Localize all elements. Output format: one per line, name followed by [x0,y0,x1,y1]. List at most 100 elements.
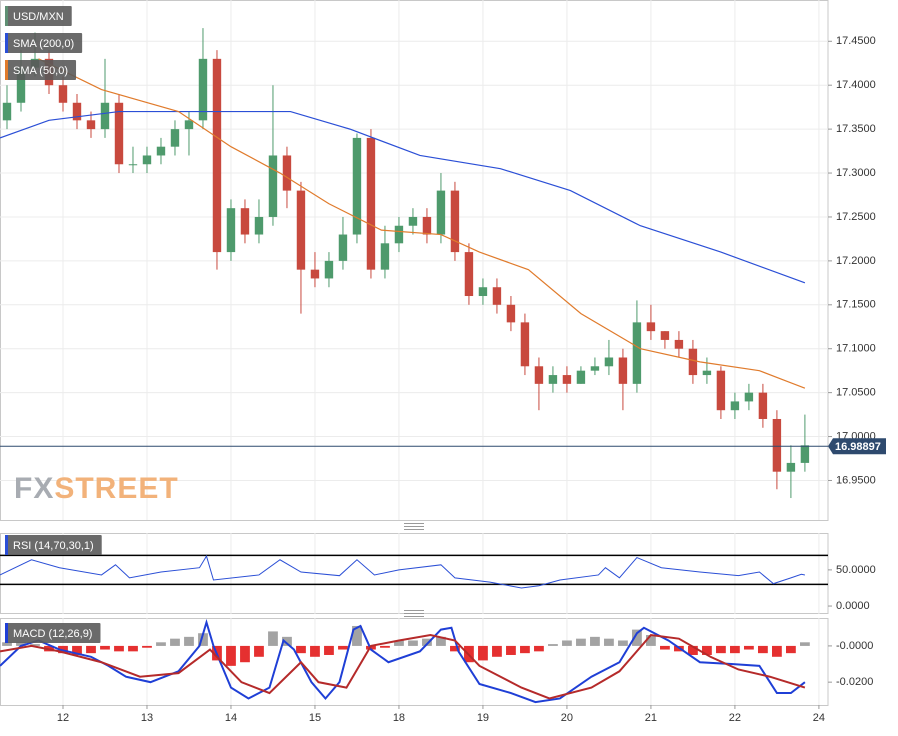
histogram-bar [548,644,558,646]
histogram-bar [744,645,754,650]
y-tick-label: 17.1000 [836,343,876,355]
macd-line [0,618,806,704]
candle-body [632,322,642,384]
histogram-bar [352,625,362,646]
histogram-bar [492,645,502,657]
candle-body [170,129,180,147]
panel-title-box [5,535,102,555]
y-tick-label: 16.9500 [836,474,876,486]
last-price-pointer [828,438,886,455]
histogram-bar [380,645,390,648]
histogram-bar [156,642,166,646]
x-tick-label: 12 [57,712,69,724]
histogram-bar [142,645,152,648]
legend-entry-group: SMA (50,0) [5,60,77,80]
candle-body [534,366,544,384]
candle-body [506,304,516,323]
chart-title: USD/MXN [13,11,64,23]
histogram-bar [604,638,614,646]
histogram-bar [688,645,698,655]
panel-title-group: MACD (12,26,9) [5,623,101,643]
histogram-bar [422,638,432,646]
candle-body [744,392,754,402]
candle-body [2,102,12,121]
histogram-bar [758,645,768,654]
candle-body [674,339,684,349]
candle-body [436,190,446,235]
marks-layer [0,28,828,704]
candle-body [394,225,404,244]
histogram-bar [534,645,544,652]
candle-body [72,102,82,121]
panel-title-box [5,623,101,643]
x-tick-label: 14 [225,712,237,724]
y-tick-label: 17.4000 [836,79,876,91]
histogram-bar [226,645,236,666]
histogram-bar [324,645,334,655]
macd-panel-frame [0,618,829,706]
y-tick-label: -0.0200 [836,676,873,688]
histogram-bar [450,645,460,652]
candle-body [688,348,698,376]
legend-entry-box [5,60,77,80]
candle-body [296,190,306,270]
histogram-bar [772,645,782,657]
histogram-bar [268,631,278,646]
histogram-bar [282,636,292,646]
candle-body [562,375,572,384]
grid-layer [0,0,832,709]
histogram-bar [436,636,446,646]
candle-body [548,375,558,384]
legend-entry-box [5,33,83,53]
y-tick-label: 17.3500 [836,123,876,135]
histogram-bar [198,633,208,646]
panel-grip [404,523,424,617]
y-tick-label: 17.2000 [836,255,876,267]
candle-body [310,269,320,279]
x-tick-label: 21 [645,712,657,724]
histogram-bar [184,636,194,646]
histogram-bar [520,645,530,654]
legend-entry: SMA (200,0) [13,38,74,50]
histogram-bar [716,645,726,654]
candle-body [576,370,586,384]
histogram-bar [394,640,404,646]
histogram-bar [786,645,796,654]
panel-title: RSI (14,70,30,1) [13,540,94,552]
candle-body [786,462,796,472]
candle-body [198,58,208,121]
histogram-bar [240,645,250,663]
candle-body [254,216,264,235]
candle-body [408,216,418,226]
rsi-line [0,554,806,589]
histogram-bar [86,645,96,654]
candle-body [758,392,768,419]
candle-body [282,155,292,191]
x-tick-label: 19 [477,712,489,724]
histogram-bar [478,645,488,661]
x-tick-label: 24 [813,712,825,724]
candle-body [100,102,110,130]
histogram-bar [590,636,600,646]
histogram-bar [114,645,124,652]
legend-entry: SMA (50,0) [13,65,68,77]
histogram-bar [576,638,586,646]
last-price-label: 16.98897 [835,441,881,453]
candle-body [772,418,782,472]
histogram-bar [100,645,110,650]
candle-body [212,58,222,253]
watermark-left: FX [14,472,54,505]
histogram-bar [646,635,656,646]
histogram-bar [2,642,12,646]
candle-body [268,155,278,217]
histogram-bar [254,645,264,657]
candle-body [240,208,250,235]
candle-body [450,190,460,253]
candle-body [618,357,628,384]
candle-body [380,243,390,270]
y-tick-label: 50.0000 [836,564,876,576]
legend-entry-swatch [5,33,8,53]
histogram-bar [730,645,740,654]
